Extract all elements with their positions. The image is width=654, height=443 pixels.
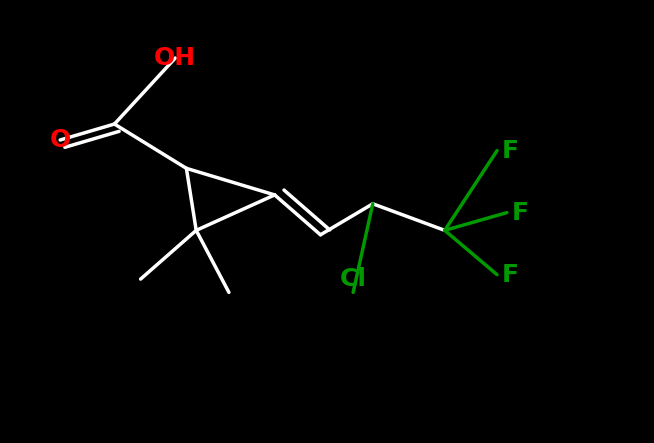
Text: O: O bbox=[50, 128, 71, 152]
Text: F: F bbox=[511, 201, 528, 225]
Text: F: F bbox=[502, 263, 519, 287]
Text: Cl: Cl bbox=[339, 267, 367, 291]
Text: F: F bbox=[502, 139, 519, 163]
Text: OH: OH bbox=[154, 46, 196, 70]
